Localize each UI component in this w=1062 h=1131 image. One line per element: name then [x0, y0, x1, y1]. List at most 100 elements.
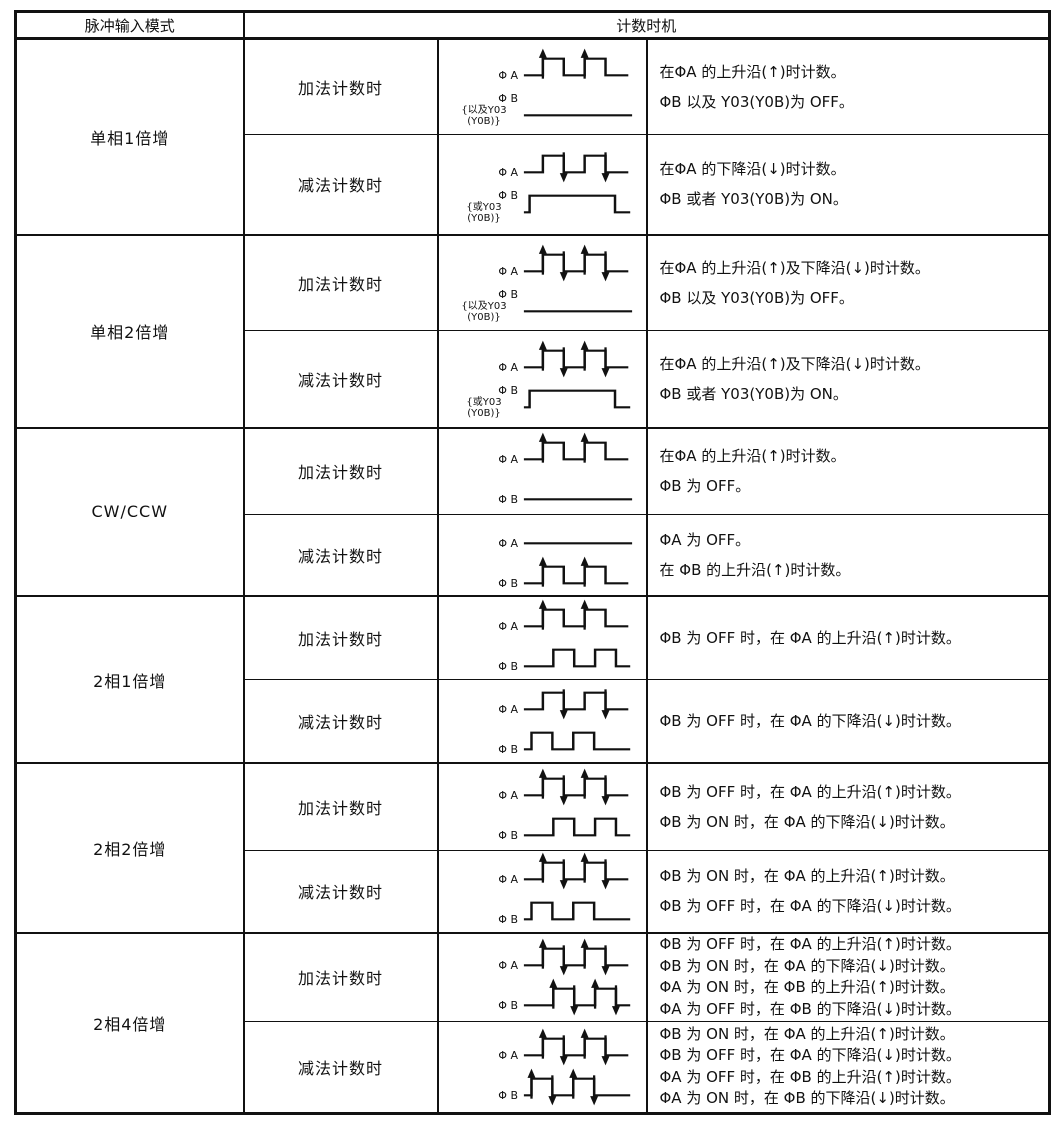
waveform-phi-b: [523, 731, 631, 751]
signal-label: Φ A: [498, 1048, 518, 1062]
waveform-phi-a: [523, 768, 629, 806]
signal-block: Φ B {或Y03 (Y0B)}: [450, 184, 634, 224]
table-row: 2相2倍增 加法计数时 Φ A Φ B ΦB 为 OFF 时，在 ΦA 的上升沿(↑)时…: [14, 762, 1051, 934]
signal-label-column: Φ A: [450, 537, 522, 555]
signal-sublabel: (Y0B)}: [467, 311, 501, 323]
description-cell: ΦB 为 OFF 时，在 ΦA 的上升沿(↑)时计数。 ΦB 为 ON 时，在 Φ…: [645, 932, 1051, 1022]
waveform-diagram: Φ A Φ B: [450, 1027, 634, 1107]
signal-label-column: Φ B {以及Y03 (Y0B)}: [450, 92, 522, 127]
signal-block: Φ A: [450, 431, 634, 471]
signal-label: Φ B: [498, 999, 518, 1013]
description-line: 在 ΦB 的上升沿(↑)时计数。: [659, 561, 851, 579]
signal-block: Φ B: [450, 721, 634, 761]
signal-block: Φ A: [450, 144, 634, 184]
waveform-phi-b: [523, 194, 631, 214]
description-line: ΦB 为 OFF 时，在 ΦA 的上升沿(↑)时计数。: [659, 628, 961, 647]
mode-cell: 单相2倍增: [14, 233, 245, 429]
signal-label-column: Φ B {以及Y03 (Y0B)}: [450, 288, 522, 323]
signal-label: Φ B: [498, 828, 518, 842]
table-row: CW/CCW 加法计数时 Φ A Φ B 在ΦA 的上升沿(↑)时计数。 ΦB 为 OFF…: [14, 426, 1051, 597]
waveform-cell: Φ A Φ B: [436, 426, 648, 515]
operation-cell: 减法计数时: [242, 514, 439, 597]
signal-label: Φ B: [498, 92, 518, 105]
operation-cell: 加法计数时: [242, 595, 439, 680]
signal-label-column: Φ B: [450, 1089, 522, 1107]
table-header: 脉冲输入模式 计数时机: [14, 10, 1051, 40]
description-line: 在ΦA 的下降沿(↓)时计数。: [659, 160, 846, 179]
signal-block: Φ A: [450, 515, 634, 555]
signal-block: Φ A: [450, 243, 634, 283]
signal-label: Φ A: [498, 69, 518, 82]
waveform-diagram: Φ A Φ B: [450, 598, 634, 678]
signal-label-column: Φ B: [450, 577, 522, 595]
description-cell: 在ΦA 的下降沿(↓)时计数。 ΦB 或者 Y03(Y0B)为 ON。: [645, 134, 1051, 236]
signal-label: Φ A: [498, 453, 518, 467]
signal-label-column: Φ A: [450, 265, 522, 283]
operation-cell: 加法计数时: [242, 762, 439, 851]
signal-label-column: Φ B: [450, 743, 522, 761]
table-row: 减法计数时 Φ A Φ B ΦB 为 OFF 时，在 ΦA 的下降沿(↓)时计数。: [16, 678, 1051, 764]
waveform-cell: Φ A Φ B {以及Y03 (Y0B)}: [436, 233, 648, 331]
signal-label: Φ B: [498, 913, 518, 927]
signal-label: Φ A: [498, 959, 518, 973]
signal-block: Φ B: [450, 891, 634, 931]
mode-cell: 2相4倍增: [14, 932, 245, 1114]
description-line: 在ΦA 的上升沿(↑)时计数。: [659, 447, 846, 466]
signal-block: Φ B {以及Y03 (Y0B)}: [450, 283, 634, 323]
signal-label: Φ A: [498, 537, 518, 550]
description-cell: 在ΦA 的上升沿(↑)时计数。 ΦB 为 OFF。: [645, 426, 1051, 515]
description-line: ΦB 为 ON 时，在 ΦA 的下降沿(↓)时计数。: [659, 812, 955, 831]
description-line: ΦB 以及 Y03(Y0B)为 OFF。: [659, 288, 854, 307]
signal-block: Φ A: [450, 767, 634, 807]
description-line: ΦB 以及 Y03(Y0B)为 OFF。: [659, 93, 854, 111]
description-line: ΦA 为 OFF。: [659, 531, 751, 549]
signal-label: Φ A: [498, 619, 518, 633]
signal-label-column: Φ B: [450, 999, 522, 1017]
signal-label-column: Φ A: [450, 873, 522, 891]
waveform-phi-b: [523, 978, 631, 1016]
operation-cell: 减法计数时: [242, 134, 439, 236]
table-row: 减法计数时 Φ A Φ B {或Y03 (Y0B)} 在ΦA 的上升沿(↑)及下降沿(↓)…: [16, 330, 1051, 429]
waveform-phi-b: [523, 817, 631, 837]
waveform-phi-b: [523, 310, 633, 313]
description-line: ΦA 为 ON 时，在 ΦB 的上升沿(↑)时计数。: [659, 978, 955, 997]
mode-cell: CW/CCW: [14, 426, 245, 597]
table-row: 2相4倍增 加法计数时 Φ A Φ B ΦB 为 OFF 时，在 ΦA 的上升沿(↑)时…: [14, 932, 1051, 1114]
description-line: ΦB 为 OFF。: [659, 477, 751, 496]
description-line: ΦB 为 OFF 时，在 ΦA 的上升沿(↑)时计数。: [659, 935, 961, 954]
table-row: 减法计数时 Φ A Φ B {或Y03 (Y0B)} 在ΦA 的下降沿(↓)时计数。 ΦB …: [16, 134, 1051, 236]
waveform-phi-b: [523, 498, 633, 501]
mode-cell: 单相1倍增: [14, 37, 245, 236]
table-row: 2相1倍增 加法计数时 Φ A Φ B ΦB 为 OFF 时，在 ΦA 的上升沿(↑)时…: [14, 595, 1051, 764]
description-line: 在ΦA 的上升沿(↑)及下降沿(↓)时计数。: [659, 354, 930, 373]
signal-block: Φ B: [450, 471, 634, 511]
signal-label: Φ B: [498, 287, 518, 301]
signal-label: Φ B: [498, 493, 518, 507]
signal-label: Φ B: [498, 1088, 518, 1102]
signal-label: Φ A: [498, 360, 518, 374]
signal-block: Φ A: [450, 47, 634, 87]
description-line: ΦA 为 ON 时，在 ΦB 的下降沿(↓)时计数。: [659, 1089, 955, 1107]
waveform-phi-b: [523, 648, 631, 668]
description-cell: ΦA 为 OFF。在 ΦB 的上升沿(↑)时计数。: [645, 514, 1051, 597]
signal-block: Φ B {或Y03 (Y0B)}: [450, 379, 634, 419]
waveform-diagram: Φ A Φ B: [450, 681, 634, 761]
waveform-phi-a: [523, 432, 629, 463]
description-cell: ΦB 为 ON 时，在 ΦA 的上升沿(↑)时计数。 ΦB 为 OFF 时，在 Φ…: [645, 849, 1051, 934]
waveform-cell: Φ A Φ B {或Y03 (Y0B)}: [436, 330, 648, 429]
waveform-phi-b: [523, 901, 631, 921]
signal-label: Φ B: [498, 577, 518, 590]
description-line: ΦB 或者 Y03(Y0B)为 ON。: [659, 384, 848, 403]
signal-block: Φ B {以及Y03 (Y0B)}: [450, 87, 634, 127]
waveform-phi-a: [523, 938, 629, 976]
table-body: 单相1倍增加法计数时 Φ A Φ B {以及Y03 (Y0B)} 在ΦA 的上升沿(↑)时…: [14, 37, 1051, 1114]
signal-label-column: Φ A: [450, 166, 522, 184]
signal-block: Φ A: [450, 851, 634, 891]
signal-label-column: Φ A: [450, 453, 522, 471]
pulse-input-mode-table: 脉冲输入模式 计数时机 单相1倍增加法计数时 Φ A Φ B {以及Y03 (Y0B)}…: [14, 10, 1052, 1115]
description-cell: 在ΦA 的上升沿(↑)时计数。 ΦB 以及 Y03(Y0B)为 OFF。: [645, 37, 1051, 135]
signal-sublabel: (Y0B)}: [467, 116, 501, 127]
waveform-diagram: Φ A Φ B: [450, 515, 634, 595]
waveform-phi-b: [523, 556, 629, 587]
